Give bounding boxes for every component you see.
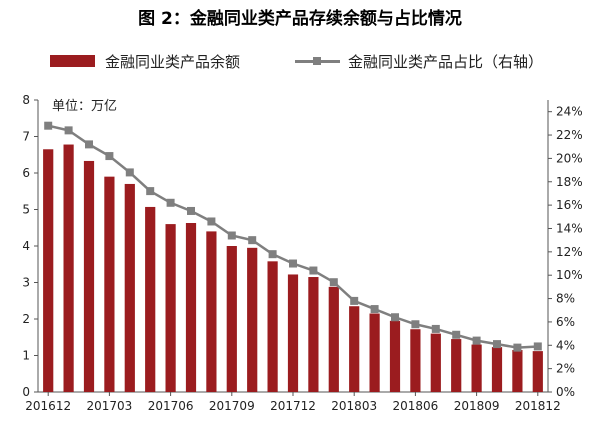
share-point: [493, 340, 501, 349]
right-tick-label: 10%: [556, 268, 583, 282]
share-point: [329, 278, 338, 287]
share-point: [391, 313, 399, 322]
legend-item-share: 金融同业类产品占比（右轴）: [295, 48, 543, 74]
right-tick-label: 22%: [556, 128, 583, 142]
bar: [124, 183, 135, 392]
bar: [328, 286, 339, 392]
legend-swatch-line: [295, 55, 340, 67]
legend-item-balance: 金融同业类产品余额: [50, 48, 240, 74]
x-tick-label: 201612: [25, 399, 71, 413]
x-tick-label: 201812: [515, 399, 561, 413]
right-tick-label: 6%: [556, 315, 575, 329]
left-tick-label: 6: [22, 166, 30, 180]
legend-swatch-bar: [50, 55, 95, 67]
bar: [349, 306, 360, 392]
share-point: [105, 152, 114, 161]
bar: [83, 160, 95, 392]
bar: [308, 277, 319, 392]
left-tick-label: 5: [22, 203, 30, 217]
legend-label-balance: 金融同业类产品余额: [105, 52, 241, 71]
x-tick-label: 201806: [392, 399, 438, 413]
bar: [43, 149, 54, 392]
x-tick-label: 201809: [454, 399, 500, 413]
right-tick-label: 14%: [556, 221, 583, 235]
right-tick-label: 4%: [556, 338, 575, 352]
right-tick-label: 24%: [556, 105, 583, 119]
share-point: [125, 168, 134, 177]
bar: [491, 347, 503, 392]
left-tick-label: 1: [22, 349, 30, 363]
share-point: [309, 266, 318, 275]
left-tick-label: 3: [22, 276, 30, 290]
bar: [389, 320, 401, 392]
bar: [451, 339, 462, 392]
left-tick-label: 8: [22, 93, 30, 107]
x-tick-label: 201709: [209, 399, 255, 413]
right-tick-label: 0%: [556, 385, 575, 399]
left-tick-label: 0: [22, 385, 30, 399]
left-tick-label: 7: [22, 130, 30, 144]
bar: [267, 261, 278, 392]
bar: [165, 224, 176, 392]
share-point: [268, 250, 277, 259]
left-tick-label: 2: [22, 312, 30, 326]
unit-label: 单位：万亿: [52, 99, 118, 114]
share-point: [64, 126, 73, 135]
bar: [206, 231, 217, 392]
share-point: [431, 324, 440, 333]
legend-label-share: 金融同业类产品占比（右轴）: [348, 52, 544, 71]
share-point: [227, 231, 236, 240]
bar: [287, 274, 299, 392]
share-point: [166, 198, 175, 207]
x-tick-label: 201706: [148, 399, 194, 413]
share-point: [411, 320, 420, 329]
share-point: [350, 296, 359, 305]
share-point: [146, 187, 155, 196]
share-point: [452, 330, 461, 339]
bar: [369, 313, 380, 392]
share-point: [248, 236, 257, 245]
share-point: [370, 305, 379, 314]
share-point: [513, 343, 522, 352]
bar: [471, 344, 482, 392]
bar: [532, 351, 543, 392]
right-tick-label: 2%: [556, 362, 575, 376]
bar: [512, 350, 523, 392]
bar: [104, 176, 115, 392]
x-tick-label: 201803: [331, 399, 377, 413]
share-point: [44, 121, 53, 130]
bar: [430, 333, 441, 392]
chart-title: 图 2：金融同业类产品存续余额与占比情况: [138, 9, 462, 29]
bar: [185, 223, 197, 392]
legend: 金融同业类产品余额 金融同业类产品占比（右轴）: [50, 48, 590, 74]
right-tick-label: 20%: [556, 151, 583, 165]
share-point: [207, 217, 216, 226]
right-tick-label: 12%: [556, 245, 583, 259]
bar: [145, 206, 156, 392]
share-point: [533, 342, 542, 351]
left-tick-label: 4: [22, 239, 30, 253]
x-tick-label: 201703: [86, 399, 132, 413]
bar: [410, 329, 421, 392]
bar: [63, 144, 74, 392]
share-point: [85, 140, 93, 149]
share-point: [289, 259, 297, 268]
share-point: [472, 336, 481, 345]
x-tick-label: 201712: [270, 399, 316, 413]
bar: [247, 247, 258, 392]
right-tick-label: 16%: [556, 198, 583, 212]
right-tick-label: 18%: [556, 175, 583, 189]
right-tick-label: 8%: [556, 292, 575, 306]
share-point: [187, 206, 195, 215]
bar: [226, 246, 237, 392]
